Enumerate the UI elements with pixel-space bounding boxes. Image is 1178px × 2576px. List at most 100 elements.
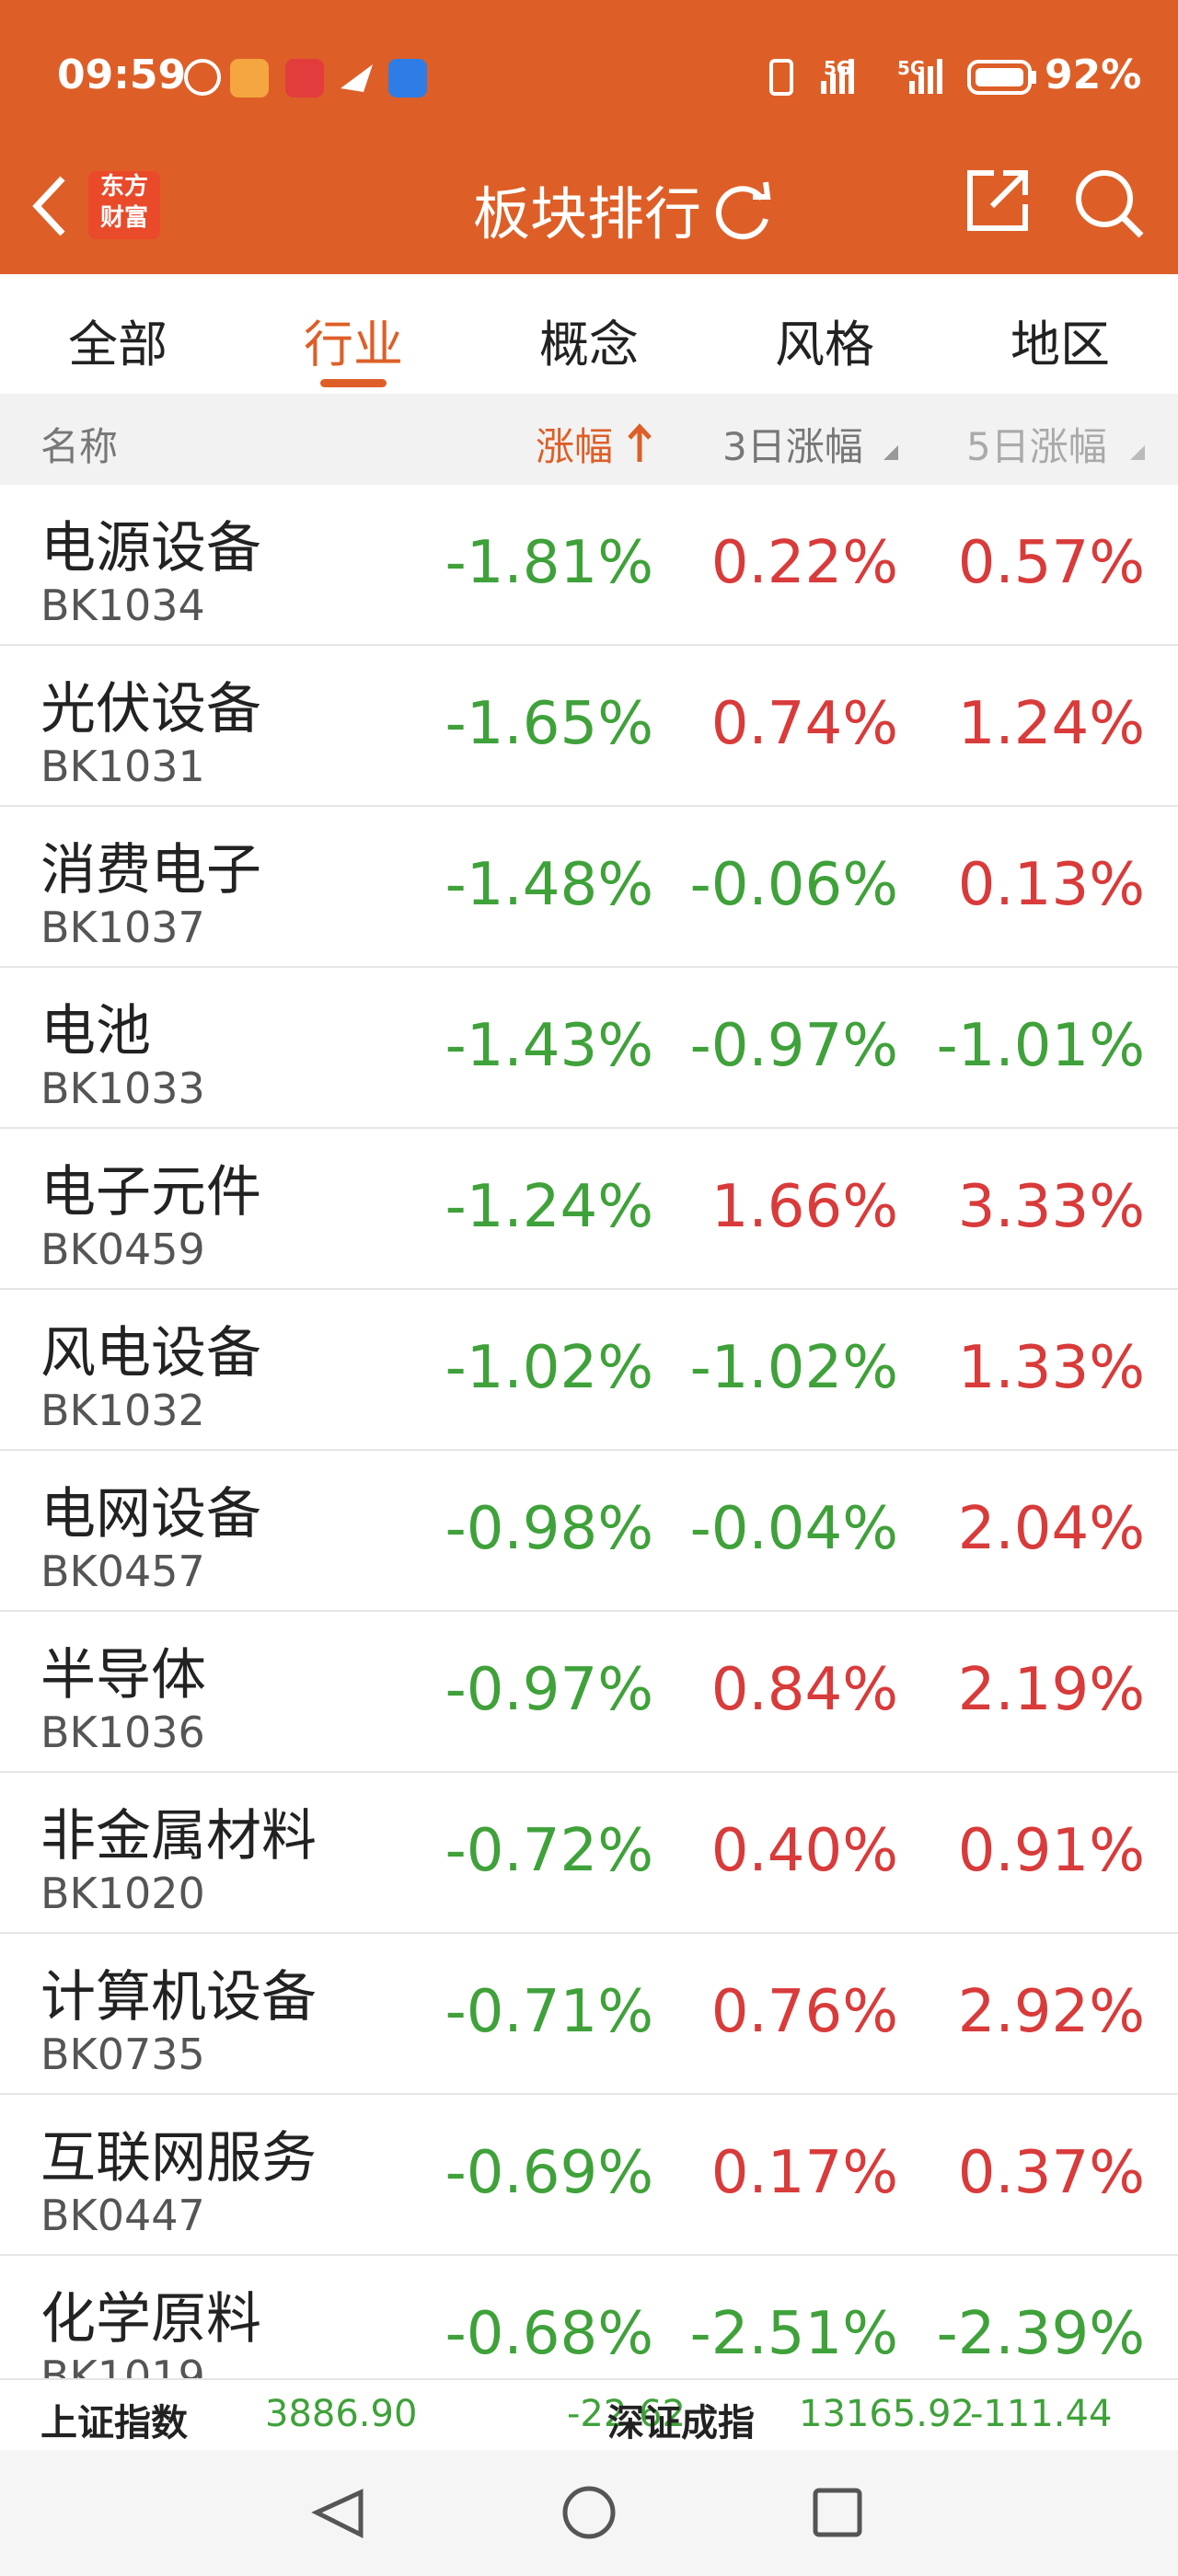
sector-code: BK0457: [40, 1547, 205, 1596]
header: 东方 财富 板块排行: [0, 138, 1178, 274]
network: 5G: [824, 57, 852, 79]
sector-row[interactable]: 光伏设备 BK1031 -1.65% 0.74% 1.24%: [0, 646, 1178, 807]
sector-name: 半导体: [40, 1643, 206, 1708]
change-value: -1.43%: [445, 1012, 653, 1080]
change-value: -0.97%: [445, 1656, 653, 1724]
title: 板块排行: [473, 180, 702, 247]
change-value: 0.84%: [710, 1656, 898, 1724]
sector-row[interactable]: 电子元件 BK0459 -1.24% 1.66% 3.33%: [0, 1129, 1178, 1290]
signal-icon: [909, 59, 942, 94]
network: 5G: [897, 57, 926, 79]
sector-name: 互联网服务: [40, 2126, 317, 2191]
change-value: -1.48%: [445, 851, 653, 919]
sector-list: 电源设备 BK1034 -1.81% 0.22% 0.57% 光伏设备 BK1031 -1.6…: [0, 485, 1178, 2378]
sector-name: 电子元件: [40, 1160, 261, 1225]
recent-nav[interactable]: [813, 2488, 862, 2537]
sector-row[interactable]: 风电设备 BK1032 -1.02% -1.02% 1.33%: [0, 1290, 1178, 1451]
tab[interactable]: 全部: [68, 316, 167, 374]
logo: 东方 财富: [88, 171, 160, 239]
sort-arrow: [628, 423, 652, 462]
change-value: 0.57%: [957, 529, 1145, 597]
index-value: 13165.92: [799, 2393, 975, 2435]
sector-code: BK1019: [40, 2352, 205, 2378]
index-name: 深证成指: [607, 2402, 755, 2444]
change-value: -0.68%: [445, 2300, 653, 2368]
sector-name: 风电设备: [40, 1321, 261, 1386]
index-bar: 上证指数 3886.90 -22.62 深证成指 13165.92 -111.44: [0, 2378, 1178, 2452]
change-value: 1.24%: [957, 690, 1145, 758]
change-value: 3.33%: [957, 1173, 1145, 1241]
change-value: -1.24%: [445, 1173, 653, 1241]
share-button[interactable]: [961, 164, 1034, 237]
change-value: -0.71%: [445, 1978, 653, 2046]
sector-name: 电池: [40, 999, 151, 1064]
change-value: -2.39%: [936, 2300, 1145, 2368]
tab-bar: 全部 行业 概念 风格 地区: [0, 274, 1178, 394]
tab[interactable]: 概念: [539, 316, 639, 374]
tab[interactable]: 风格: [775, 316, 874, 374]
sector-row[interactable]: 电池 BK1033 -1.43% -0.97% -1.01%: [0, 968, 1178, 1129]
change-value: -1.02%: [445, 1334, 653, 1402]
home-nav[interactable]: [562, 2486, 616, 2539]
logo-text: 东方: [99, 173, 148, 201]
sector-code: BK0447: [40, 2191, 205, 2240]
sector-row[interactable]: 半导体 BK1036 -0.97% 0.84% 2.19%: [0, 1612, 1178, 1773]
sector-code: BK1032: [40, 1386, 205, 1435]
signal-icons: [769, 59, 854, 96]
index-change: -111.44: [970, 2393, 1113, 2435]
change-value: 2.04%: [957, 1495, 1145, 1563]
change-value: -0.04%: [689, 1495, 898, 1563]
refresh-button[interactable]: [709, 177, 782, 241]
back-nav[interactable]: [311, 2489, 364, 2539]
time: 09:59: [57, 52, 187, 98]
sector-name: 化学原料: [40, 2287, 261, 2352]
change-value: 0.40%: [710, 1817, 898, 1885]
sector-row[interactable]: 化学原料 BK1019 -0.68% -2.51% -2.39%: [0, 2256, 1178, 2378]
change-value: 0.91%: [957, 1817, 1145, 1885]
sector-row[interactable]: 计算机设备 BK0735 -0.71% 0.76% 2.92%: [0, 1934, 1178, 2095]
sector-name: 光伏设备: [40, 677, 261, 742]
column-title[interactable]: 涨幅: [536, 424, 614, 469]
change-value: -0.97%: [689, 1012, 898, 1080]
battery: 92%: [1045, 52, 1142, 98]
nav-buttons: [311, 2486, 862, 2539]
change-value: -0.69%: [445, 2139, 653, 2207]
nav-bar: [0, 2450, 1178, 2576]
sector-name: 计算机设备: [40, 1965, 317, 2030]
sector-row[interactable]: 消费电子 BK1037 -1.48% -0.06% 0.13%: [0, 807, 1178, 968]
column-title[interactable]: 5日涨幅: [966, 424, 1107, 469]
change-value: 0.22%: [710, 529, 898, 597]
change-value: 0.37%: [957, 2139, 1145, 2207]
sector-code: BK1037: [40, 903, 205, 952]
change-value: 0.13%: [957, 851, 1145, 919]
column-title[interactable]: 3日涨幅: [722, 424, 863, 469]
sector-row[interactable]: 电源设备 BK1034 -1.81% 0.22% 0.57%: [0, 485, 1178, 646]
back-button[interactable]: [26, 171, 72, 241]
sector-row[interactable]: 互联网服务 BK0447 -0.69% 0.17% 0.37%: [0, 2095, 1178, 2256]
sector-row[interactable]: 非金属材料 BK1020 -0.72% 0.40% 0.91%: [0, 1773, 1178, 1934]
sector-row[interactable]: 电网设备 BK0457 -0.98% -0.04% 2.04%: [0, 1451, 1178, 1612]
change-value: -2.51%: [689, 2300, 898, 2368]
column-header: 名称 涨幅 3日涨幅 5日涨幅: [0, 394, 1178, 485]
sector-code: BK1034: [40, 581, 205, 630]
sector-name: 电网设备: [40, 1482, 261, 1547]
index-value: 3886.90: [265, 2393, 418, 2435]
sector-name: 电源设备: [40, 516, 261, 581]
app-icons: [184, 59, 427, 98]
sector-code: BK1020: [40, 1869, 205, 1918]
tab[interactable]: 行业: [304, 316, 403, 374]
index-name: 上证指数: [40, 2402, 188, 2444]
change-value: -0.06%: [689, 851, 898, 919]
change-value: 2.19%: [957, 1656, 1145, 1724]
tab[interactable]: 地区: [1011, 316, 1110, 374]
change-value: -1.02%: [689, 1334, 898, 1402]
search-button[interactable]: [1069, 164, 1149, 243]
sector-code: BK1031: [40, 742, 205, 791]
change-value: 0.76%: [710, 1978, 898, 2046]
column-title: 名称: [40, 424, 119, 469]
sort-indicator: [884, 445, 898, 460]
sector-code: BK1036: [40, 1708, 205, 1757]
sector-name: 消费电子: [40, 838, 261, 903]
